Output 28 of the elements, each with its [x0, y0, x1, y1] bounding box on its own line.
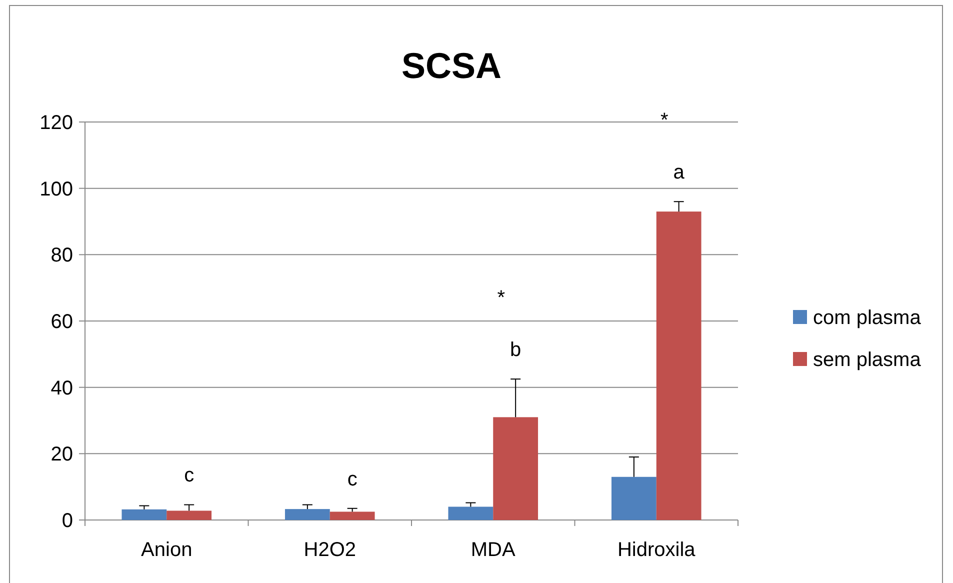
y-tick-label: 20 — [50, 444, 73, 466]
annotation: c — [184, 464, 194, 487]
x-tick-label: Hidroxila — [617, 539, 696, 561]
y-tick-label: 40 — [50, 377, 73, 400]
chart-title: SCSA — [401, 45, 502, 86]
y-tick-label: 60 — [50, 311, 73, 333]
annotation: c — [347, 468, 358, 490]
legend-label: com plasma — [813, 307, 922, 329]
x-tick-label: MDA — [470, 539, 516, 561]
bar — [611, 476, 656, 520]
y-tick-label: 120 — [40, 112, 73, 134]
legend-label: sem plasma — [813, 349, 922, 371]
x-tick-label: H2O2 — [304, 539, 356, 561]
bar — [493, 417, 538, 520]
bar — [284, 509, 330, 520]
annotation: b — [510, 339, 522, 362]
bar — [330, 512, 375, 520]
y-tick-label: 80 — [50, 244, 73, 267]
bar — [122, 509, 167, 520]
bar — [448, 506, 494, 520]
bar — [656, 212, 702, 520]
y-tick-label: 0 — [62, 510, 73, 532]
annotation: * — [660, 110, 668, 132]
annotation: a — [673, 162, 686, 184]
y-tick-label: 100 — [40, 178, 73, 200]
bar — [166, 510, 212, 520]
x-tick-label: Anion — [141, 539, 192, 561]
annotation: * — [497, 287, 506, 310]
